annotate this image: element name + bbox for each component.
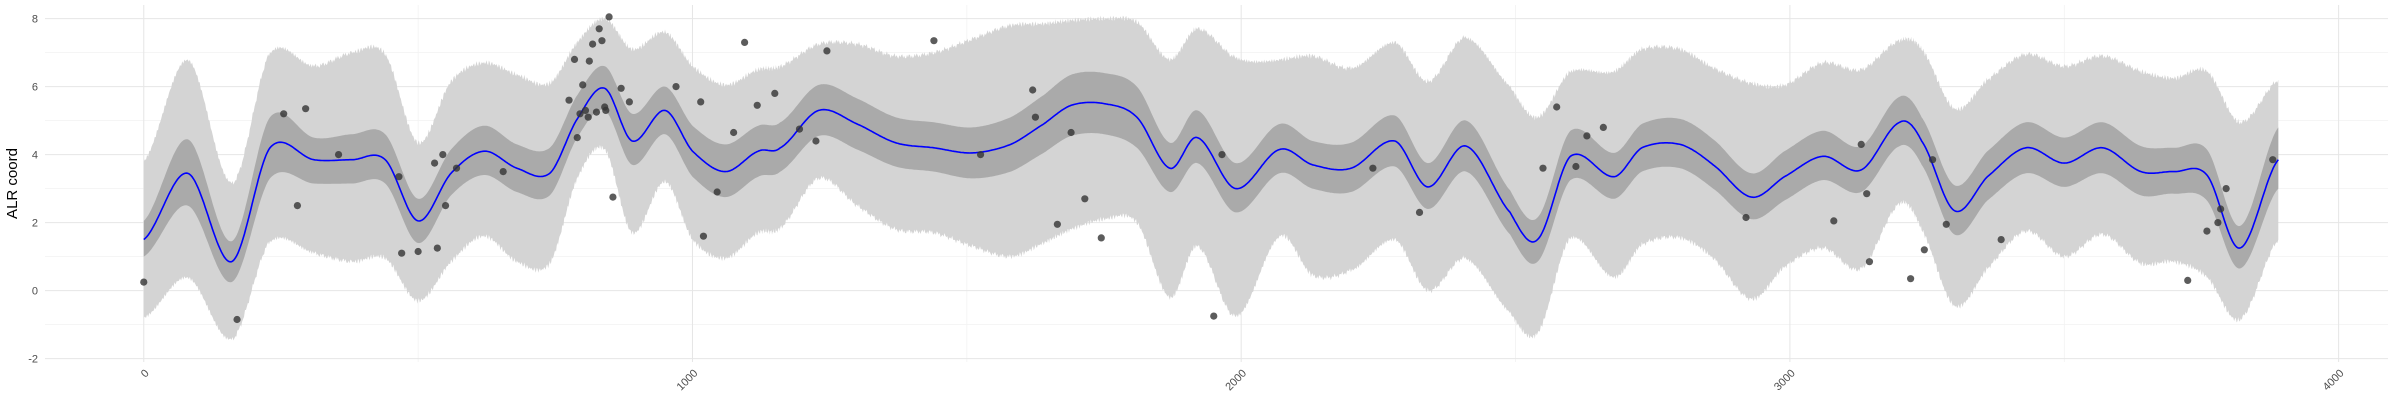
data-point [334, 151, 343, 159]
data-point [592, 108, 601, 116]
data-point [585, 57, 593, 65]
data-point [1572, 162, 1580, 171]
data-point [595, 25, 603, 33]
data-point [617, 84, 625, 92]
data-point [565, 96, 573, 104]
data-point [1857, 140, 1865, 148]
data-point [395, 173, 403, 181]
data-point [1742, 213, 1750, 222]
inner-credible-band [143, 65, 2279, 283]
data-point [976, 151, 985, 159]
y-tick-label: 4 [32, 150, 38, 162]
data-point [441, 202, 450, 210]
data-point [609, 193, 617, 201]
data-point [1029, 86, 1037, 94]
data-point [1830, 217, 1838, 225]
data-point [1539, 164, 1547, 172]
data-point [433, 244, 441, 252]
data-point [576, 110, 584, 118]
data-point [795, 125, 804, 133]
data-point [625, 98, 633, 106]
data-point [1583, 132, 1591, 140]
data-point [233, 315, 241, 324]
data-point [699, 232, 708, 240]
data-point [589, 40, 597, 48]
data-point [1415, 208, 1424, 216]
y-axis-tick-labels: -2 0 2 4 6 8 [28, 14, 38, 366]
data-point [598, 37, 606, 45]
data-point [1081, 195, 1089, 203]
data-point [2214, 219, 2222, 227]
data-point [584, 113, 592, 121]
data-point [293, 202, 302, 210]
data-point [1920, 246, 1928, 254]
y-tick-label: 8 [32, 14, 38, 26]
data-point [439, 151, 447, 159]
data-point [499, 168, 507, 176]
data-point [1942, 220, 1950, 228]
posterior-mean-line [143, 87, 2279, 263]
data-point [741, 38, 749, 47]
data-point [2222, 185, 2230, 193]
data-point [302, 105, 310, 113]
y-tick-label: 0 [32, 286, 38, 298]
data-point [1863, 190, 1871, 198]
data-point [605, 13, 613, 21]
data-point [771, 89, 779, 97]
y-tick-label: -2 [28, 354, 38, 366]
data-point [1097, 234, 1105, 242]
data-point [2217, 205, 2225, 213]
data-point [1369, 164, 1377, 172]
data-point [579, 81, 587, 89]
data-point [1031, 113, 1040, 121]
data-point [2203, 227, 2211, 235]
data-point [570, 55, 579, 64]
data-point [430, 159, 439, 167]
data-point [1599, 123, 1607, 131]
data-point [713, 188, 721, 196]
data-point [2269, 156, 2277, 164]
data-point [581, 106, 590, 114]
data-point [1865, 258, 1874, 266]
data-point [823, 47, 831, 55]
data-point [398, 249, 406, 257]
data-point [697, 98, 705, 106]
data-point [1218, 151, 1226, 159]
data-point [573, 134, 581, 142]
data-point [452, 164, 461, 172]
data-point [1053, 220, 1061, 228]
y-tick-label: 2 [32, 218, 38, 230]
data-point [930, 37, 938, 45]
data-point [1553, 103, 1561, 111]
data-point [2184, 276, 2192, 284]
data-point [414, 247, 422, 256]
data-point [1907, 275, 1915, 283]
data-point [1928, 156, 1937, 164]
y-axis-title: ALR coord [4, 148, 21, 219]
data-point [812, 137, 820, 145]
data-point [1997, 236, 2005, 244]
data-point [753, 101, 761, 109]
observed-points [140, 13, 2277, 324]
data-point [672, 83, 680, 91]
data-point [730, 128, 738, 137]
data-point [602, 106, 610, 114]
y-tick-label: 6 [32, 82, 38, 94]
data-point [140, 278, 148, 286]
data-point [1210, 312, 1218, 320]
data-point [1067, 128, 1075, 137]
data-point [280, 110, 288, 118]
